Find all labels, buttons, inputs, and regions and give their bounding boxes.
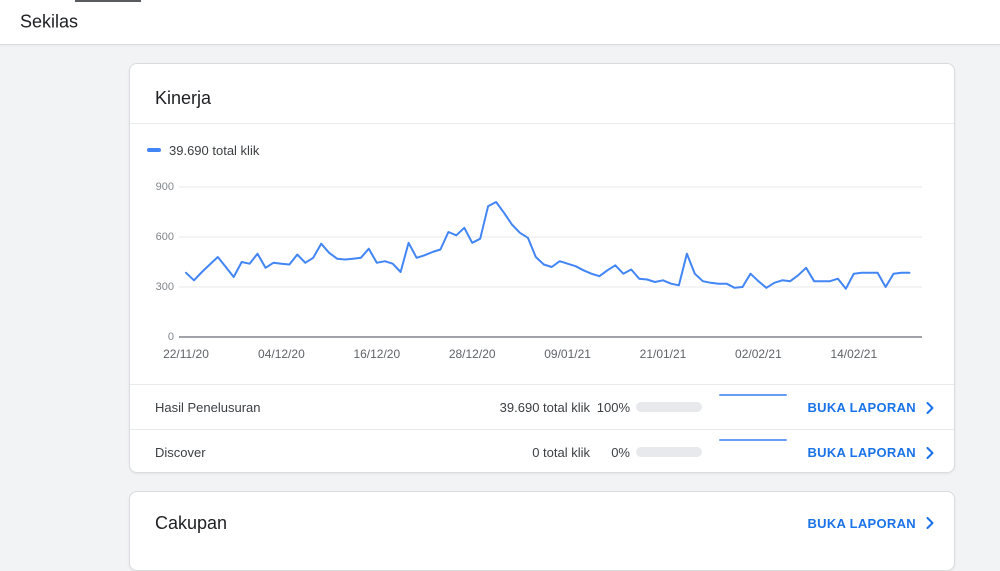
chevron-right-icon: [926, 446, 934, 459]
row-percent: 0%: [611, 445, 630, 460]
top-edge-artifact: [75, 0, 141, 2]
discover-row: Discover 0 total klik 0% BUKA LAPORAN: [130, 429, 954, 475]
row-total-clicks: 0 total klik: [532, 445, 590, 460]
search-results-row: Hasil Penelusuran 39.690 total klik 100%…: [130, 384, 954, 430]
coverage-card-title: Cakupan: [155, 513, 228, 533]
open-report-link-coverage[interactable]: BUKA LAPORAN: [807, 492, 934, 554]
row-total-clicks: 39.690 total klik: [499, 400, 590, 415]
chart-legend: 39.690 total klik: [147, 140, 259, 160]
y-tick-label: 0: [167, 331, 174, 343]
x-tick-label: 22/11/20: [163, 347, 209, 361]
open-report-label: BUKA LAPORAN: [807, 400, 916, 415]
x-tick-label: 04/12/20: [258, 347, 305, 361]
x-tick-label: 02/02/21: [735, 347, 782, 361]
row-label: Hasil Penelusuran: [155, 400, 261, 415]
chevron-right-icon: [926, 517, 934, 529]
legend-label: 39.690 total klik: [169, 142, 260, 158]
overview-header: Sekilas: [0, 0, 1000, 45]
mini-sparkline: [719, 394, 787, 396]
x-tick-label: 16/12/20: [353, 347, 401, 361]
total-clicks-line: [185, 201, 911, 290]
x-tick-label: 28/12/20: [448, 347, 496, 361]
performance-card: Kinerja 39.690 total klik 0 300 600 900 22/…: [129, 63, 955, 473]
mini-sparkline: [719, 439, 787, 441]
y-tick-label: 300: [155, 281, 174, 293]
coverage-card: Cakupan BUKA LAPORAN: [129, 491, 955, 571]
open-report-link-search[interactable]: BUKA LAPORAN: [807, 385, 934, 430]
chevron-right-icon: [926, 401, 934, 414]
y-tick-label: 900: [155, 181, 174, 193]
performance-card-title: Kinerja: [155, 88, 212, 108]
x-tick-label: 09/01/21: [544, 347, 591, 361]
x-tick-label: 14/02/21: [830, 347, 878, 361]
percent-bar: [636, 402, 702, 412]
clicks-line-chart: [179, 186, 922, 338]
open-report-label: BUKA LAPORAN: [807, 445, 916, 460]
row-percent: 100%: [596, 400, 630, 415]
x-tick-label: 21/01/21: [639, 347, 687, 361]
y-tick-label: 600: [155, 231, 174, 243]
open-report-label: BUKA LAPORAN: [807, 515, 916, 531]
page-title: Sekilas: [20, 11, 79, 32]
legend-dash-icon: [147, 148, 161, 152]
percent-bar: [636, 447, 702, 457]
open-report-link-discover[interactable]: BUKA LAPORAN: [807, 430, 934, 475]
row-label: Discover: [155, 445, 206, 460]
divider: [130, 123, 954, 124]
